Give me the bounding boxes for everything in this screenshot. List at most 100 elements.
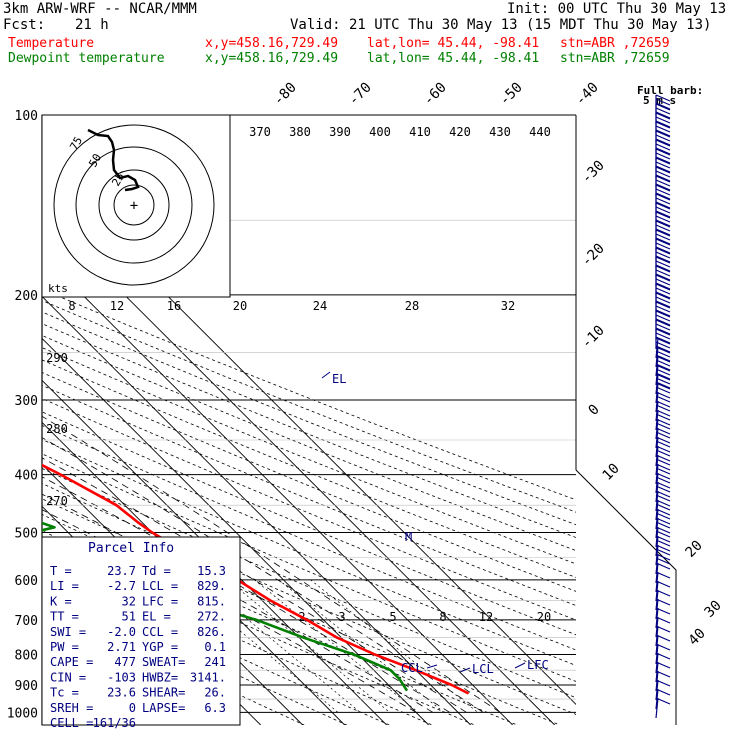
wind-barb-flag [655,120,671,128]
parcel-row-value: 2.71 [107,640,136,654]
wind-barb-flag [655,355,671,363]
mixing-ratio-line [310,579,479,713]
wind-barb-flag [655,287,671,295]
wind-barb-flag [655,481,671,489]
parcel-row-value-right: 815. [197,594,226,608]
parcel-row-value-right: 829. [197,579,226,593]
wind-barb-flag [655,215,671,223]
lcl-leader-line [459,667,471,673]
wind-barb-flag [655,526,671,534]
wind-barb-flag [655,282,671,290]
wind-barb-flag [655,391,671,399]
wind-barb-flag [655,246,671,254]
parcel-row-label-right: Td = [142,564,171,578]
parcel-row-value: 23.7 [107,564,136,578]
valid-time: Valid: 21 UTC Thu 30 May 13 (15 MDT Thu … [290,17,712,33]
mixing-ratio-label: 12 [479,610,493,624]
wind-barb-flag [655,373,671,381]
wind-barb-flag [655,670,671,678]
theta-left-label: 270 [46,494,68,508]
wind-barb-flag [655,98,671,106]
ccl-annotation: CCL [401,661,423,675]
wind-barb-flag [655,458,671,466]
wind-barb-staff [655,697,659,719]
legend-temperature-name: Temperature [8,36,95,51]
isotherm-tick-label: -50 [497,80,526,109]
wind-barb-flag [655,359,671,367]
wind-barb-flag [655,395,671,403]
wind-barb-flag [655,368,671,376]
mixing-ratio-line [278,579,445,713]
mixing-ratio-label: 20 [537,610,551,624]
wind-barb-flag [655,224,671,232]
wind-barb-flag [655,354,671,362]
wind-barb-flag [655,409,671,417]
wind-barb-flag [655,328,671,336]
wind-barb-flag [655,102,671,110]
ccl-leader-line [426,664,438,669]
isotherm-tick-label: -80 [271,80,300,109]
parcel-row-label-right: LAPSE= [142,701,185,715]
hodograph-arc-label: 50 [86,152,104,170]
dry-adiabat-line [42,498,560,725]
parcel-row-value: 161/36 [93,716,136,730]
wind-barb-flag [655,103,671,111]
parcel-row-label: SREH = [50,701,93,715]
hodograph-frame [41,114,231,298]
wind-barb-flag [655,517,671,525]
legend-dewpoint-xy: x,y=458.16,729.49 [205,51,339,66]
el-annotation: EL [332,372,346,386]
wind-barb-flag [655,346,671,354]
wind-barb-flag [655,134,671,142]
wind-barb-flag [655,265,671,273]
isotherm-tick-label: -10 [579,323,608,352]
pressure-tick-label: 900 [15,679,38,694]
wind-barb-flag [655,228,671,236]
wind-barb-flag [655,512,671,520]
parcel-row-value-right: 0.1 [204,640,226,654]
parcel-row-value-right: 26. [204,686,226,700]
wind-barb-flag [655,418,671,426]
legend-dewpoint-latlon: lat,lon= 45.44, -98.41 [367,51,540,66]
wind-barb-flag [655,463,671,471]
wind-barb-flag [655,301,671,309]
wind-barb-flag [655,157,671,165]
hodograph-speed-label: 16 [167,299,181,313]
wind-barb-flag [655,116,671,124]
isotherm-tick-label: -40 [573,80,602,109]
wind-barb-flag [655,264,671,272]
hodograph-speed-label: 12 [110,299,124,313]
isotherm-tick-label: 40 [686,626,709,649]
theta-left-label: 280 [46,422,68,436]
dry-adiabat-line [42,581,347,725]
model-title: 3km ARW-WRF -- NCAR/MMM [3,1,197,17]
wind-barb-flag [655,283,671,291]
wind-barb-flag [655,494,671,502]
legend-dewpoint-station: stn=ABR ,72659 [560,51,670,66]
wind-barb-flag [655,274,671,282]
wind-barb-flag [655,449,671,457]
wind-barb-flag [655,139,671,147]
parcel-row-value: 477 [114,655,136,669]
wind-barb-flag [655,184,671,192]
hodograph-speed-label: 32 [501,299,515,313]
wind-barb-flag [655,193,671,201]
wind-barb-flag [655,161,671,169]
wind-barb-flag [655,256,671,264]
isotherm-tick-label: -70 [346,80,375,109]
parcel-row-label-right: LCL = [142,579,178,593]
wind-barb-flag [655,436,671,444]
wind-barb-flag [655,318,671,326]
wind-barb-flag [655,521,671,529]
wind-barb-flag [655,688,671,696]
parcel-row-value-right: 826. [197,625,226,639]
wind-barb-flag [655,107,671,115]
dry-adiabat-line [42,453,576,682]
wind-barb-flag [655,454,671,462]
wind-barb-flag [655,260,671,268]
wind-barb-flag [655,643,671,651]
theta-label: 410 [409,125,431,139]
wind-barb-flag [655,278,671,286]
pressure-tick-label: 400 [15,469,38,484]
wind-barb-flag [655,372,671,380]
